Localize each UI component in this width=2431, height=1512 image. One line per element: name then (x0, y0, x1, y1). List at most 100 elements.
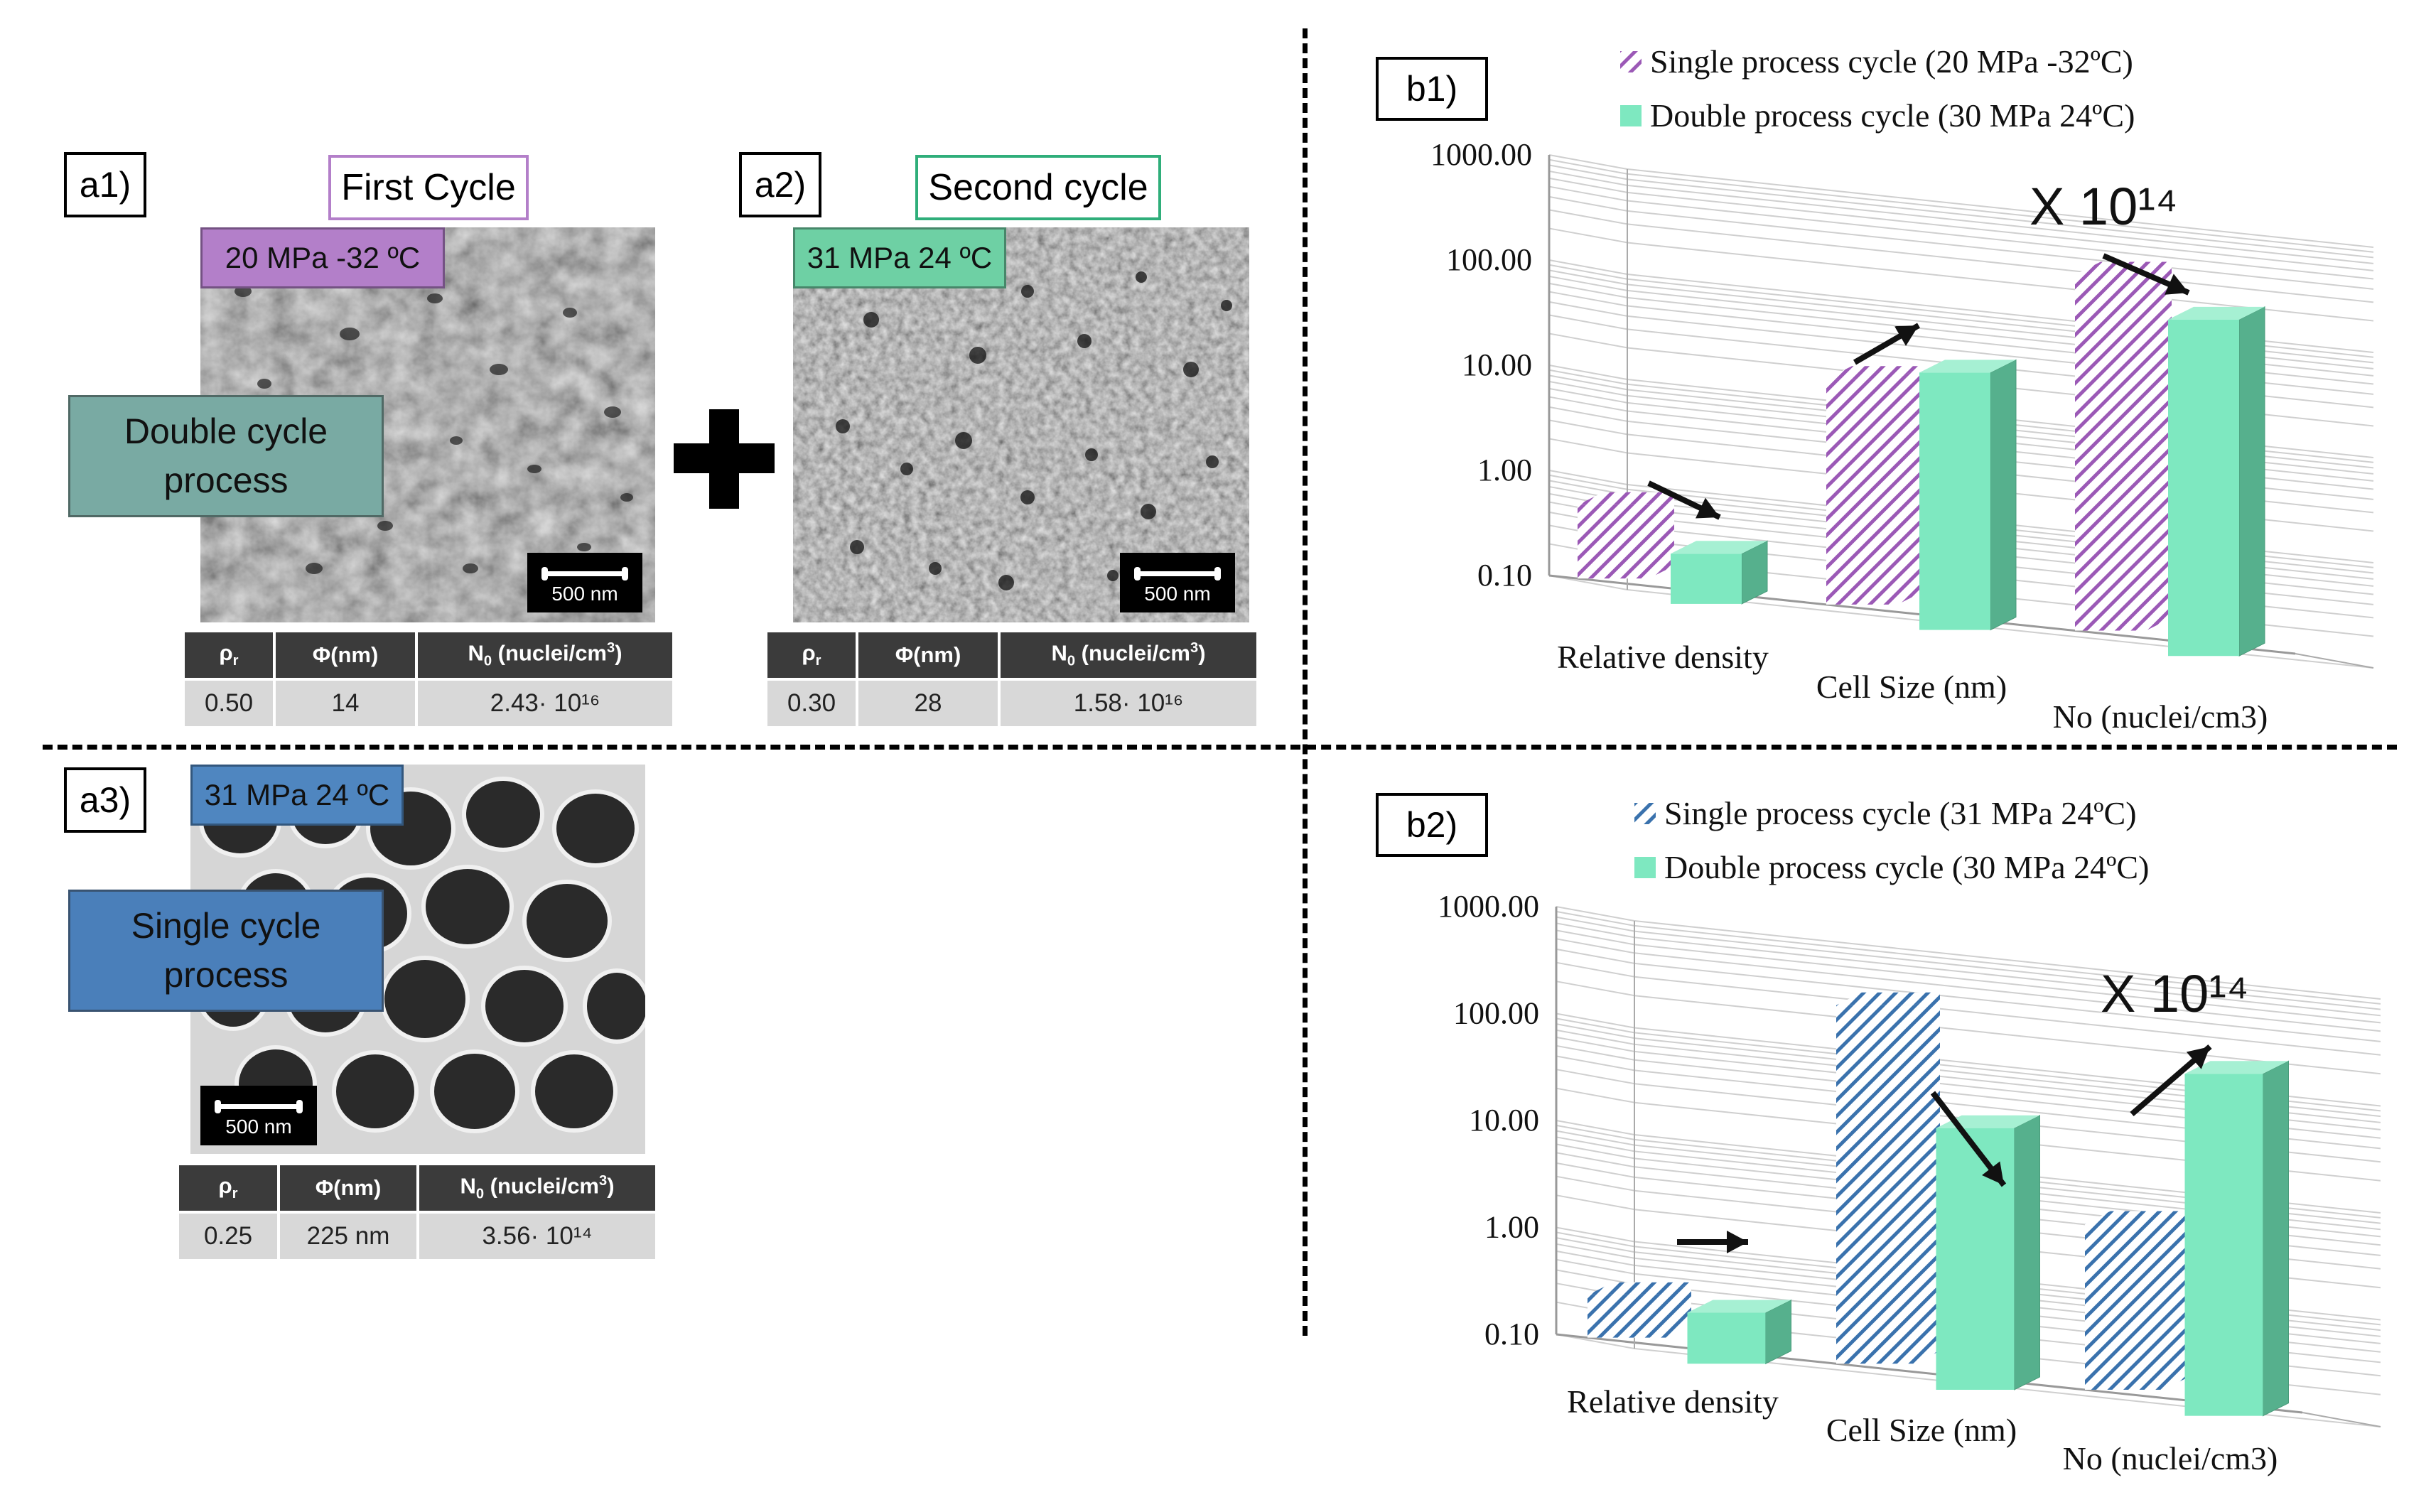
gridline-side (1556, 1012, 1635, 1029)
gridline-side (1548, 282, 1628, 298)
property-table-a3: ρr Φ(nm) N0 (nuclei/cm3) 0.25 225 nm 3.5… (179, 1165, 655, 1259)
bar (1936, 1128, 2015, 1390)
header-nuclei: N0 (nuclei/cm3) (418, 1165, 655, 1212)
process-box-single: Single cycle process (68, 890, 384, 1012)
header-cell-size: Φ(nm) (274, 632, 418, 679)
gridline-side (1548, 301, 1628, 317)
bar-top (2184, 1061, 2289, 1074)
y-tick-label: 1.00 (1477, 453, 1532, 487)
gridline-side (1548, 364, 1628, 380)
floor-edge-line (2302, 1412, 2381, 1427)
bar (1671, 554, 1742, 604)
multiplier-label-b2: X 10¹⁴ (2101, 964, 2249, 1023)
bar-top (1836, 992, 1940, 1005)
y-tick-label: 100.00 (1453, 996, 1539, 1031)
gridline-side (1548, 177, 1628, 193)
chart-b2-svg: 1000.00 100.00 10.00 1.00 0.10 Single process… (1438, 795, 2381, 1476)
bar-top (1588, 1282, 1691, 1295)
gridline-side (1556, 961, 1635, 978)
bar-side (2238, 306, 2265, 657)
gridline-back (1627, 168, 2374, 248)
process-box-double: Double cycle process (68, 395, 384, 517)
cell-density: 0.50 (185, 678, 276, 726)
gridline-side (1548, 264, 1628, 280)
gridline-back (1634, 952, 2381, 1032)
gridline-back (1627, 184, 2374, 264)
y-tick-label: 100.00 (1446, 242, 1532, 277)
gridline-side (1548, 387, 1628, 404)
gridline-side (1548, 374, 1628, 391)
cell-density: 0.30 (767, 678, 858, 726)
x-tick-label: Cell Size (nm) (1816, 669, 2007, 705)
scale-bar-label: 500 nm (1144, 583, 1211, 605)
gridline-side (1556, 1036, 1635, 1052)
legend-swatch (1634, 857, 1656, 878)
bar-top (1687, 1300, 1791, 1313)
gridline-back (1634, 962, 2381, 1042)
gridline-side (1556, 929, 1635, 946)
gridline-side (1548, 164, 1628, 180)
gridline-side (1556, 1194, 1635, 1211)
bar-top (1578, 492, 1674, 505)
gridline-side (1556, 1152, 1635, 1168)
gridline-side (1548, 333, 1628, 349)
gridline-side (1556, 1237, 1635, 1253)
bar (2168, 319, 2239, 657)
gridline-back (1634, 995, 2381, 1075)
gridline-side (1556, 1029, 1635, 1045)
gridline-side (1556, 1269, 1635, 1285)
chart-b2: 1000.00 100.00 10.00 1.00 0.10 Single process… (1350, 780, 2416, 1498)
gridline-side (1548, 369, 1628, 385)
arrow-head (2186, 1047, 2210, 1069)
gridline-side (1556, 906, 1635, 922)
gridline-back (1634, 920, 2381, 1000)
gridline-back (1627, 178, 2374, 259)
gridline-side (1548, 291, 1628, 307)
arrow-head (1696, 497, 1720, 519)
scale-bar-label: 500 nm (551, 583, 618, 605)
panel-label-b2: b2) (1376, 793, 1488, 857)
gridline-side (1548, 269, 1628, 286)
bar-side (1914, 992, 1940, 1364)
gridline-side (1556, 948, 1635, 964)
cell-density: 0.25 (179, 1211, 280, 1259)
vertical-divider (1303, 28, 1308, 1336)
gridline-side (1556, 1136, 1635, 1152)
gridline-side (1548, 419, 1628, 436)
gridline-side (1548, 227, 1628, 244)
legend-label: Single process cycle (20 MPa -32ºC) (1650, 43, 2133, 80)
y-tick-label: 1000.00 (1438, 889, 1539, 924)
property-table-a1: ρr Φ(nm) N0 (nuclei/cm3) 0.50 14 2.43· 1… (185, 632, 672, 726)
header-density: ρr (179, 1165, 280, 1212)
condition-tag-a1: 20 MPa -32 ºC (200, 227, 445, 288)
bar-side (2146, 261, 2172, 631)
gridline-side (1556, 1124, 1635, 1140)
bar-side (1666, 1282, 1691, 1338)
bar (1836, 1005, 1914, 1364)
cell-size: 225 nm (279, 1211, 419, 1259)
arrow-head (2165, 274, 2189, 295)
arrow-head (1982, 1161, 2004, 1185)
horizontal-divider-left (43, 745, 1300, 750)
x-axis-line (1556, 1333, 2303, 1414)
header-cell-size: Φ(nm) (857, 632, 1001, 679)
bar (2075, 274, 2146, 631)
gridline-back (1634, 944, 2381, 1024)
legend-label: Double process cycle (30 MPa 24ºC) (1664, 849, 2149, 885)
gridline-side (1556, 1175, 1635, 1192)
arrow-head (1727, 1231, 1748, 1253)
bar-top (1936, 1115, 2040, 1128)
panel-label-a3: a3) (64, 767, 146, 833)
bar (1826, 379, 1897, 605)
gridline-side (1556, 1044, 1635, 1061)
gridline-side (1556, 1226, 1635, 1243)
gridline-side (1548, 438, 1628, 454)
gridline-side (1548, 185, 1628, 202)
gridline-side (1556, 922, 1635, 939)
gridline-back (1627, 210, 2374, 290)
gridline-side (1556, 1069, 1635, 1085)
legend-label: Single process cycle (31 MPa 24ºC) (1664, 795, 2137, 831)
scale-bar-a3: 500 nm (200, 1086, 317, 1145)
gridline-back (1634, 924, 2381, 1005)
